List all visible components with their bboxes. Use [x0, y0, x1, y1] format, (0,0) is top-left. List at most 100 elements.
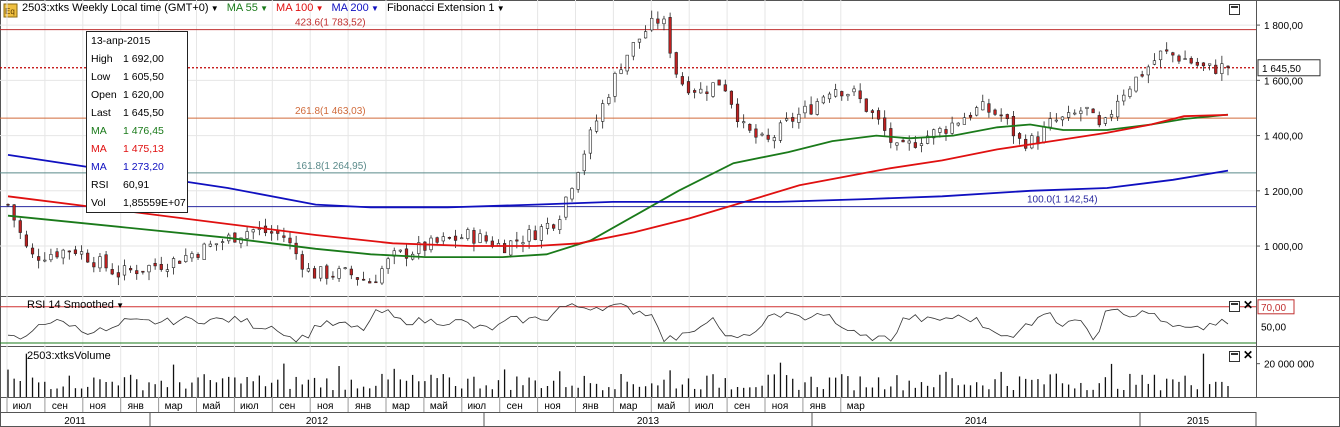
- candle-body: [938, 128, 942, 133]
- tooltip-value: 1,85559E+07: [123, 197, 186, 209]
- chevron-down-icon[interactable]: ▼: [113, 301, 124, 310]
- candle-body: [441, 236, 445, 242]
- candle-body: [502, 243, 507, 254]
- year-label: 2013: [637, 416, 660, 427]
- x-tick-label: сен: [52, 401, 68, 412]
- rsi-pane-minimize-button[interactable]: [1229, 301, 1240, 312]
- x-tick-label: июл: [13, 401, 32, 412]
- candle-body: [1220, 63, 1224, 74]
- candle-body: [1158, 50, 1163, 61]
- volume-pane-close-icon[interactable]: ✕: [1243, 348, 1254, 362]
- candle-body: [919, 143, 924, 146]
- tooltip-label: Last: [91, 107, 111, 119]
- candle-body: [889, 128, 893, 143]
- indicator-fibonacci[interactable]: Fibonacci Extension 1 ▼: [386, 2, 505, 14]
- candle-body: [834, 89, 838, 97]
- price-tooltip: 13-апр-2015 High 1 692,00 Low 1 605,50 Open 1…: [86, 31, 188, 213]
- candle-body: [570, 188, 574, 200]
- indicator-ma200[interactable]: MA 200 ▼: [331, 2, 379, 14]
- candle-body: [1048, 118, 1052, 128]
- candle-body: [435, 237, 439, 243]
- candle-body: [6, 203, 10, 206]
- candle-body: [564, 196, 568, 218]
- candle-body: [233, 232, 237, 243]
- volume-tick-label: 20 000 000: [1264, 360, 1314, 371]
- candle-body: [129, 268, 133, 271]
- candle-body: [484, 235, 488, 242]
- candle-body: [662, 18, 666, 25]
- chevron-down-icon[interactable]: ▼: [208, 4, 219, 13]
- indicator-ma100[interactable]: MA 100 ▼: [276, 2, 324, 14]
- candle-body: [876, 110, 881, 120]
- candle-body: [521, 242, 525, 245]
- candle-body: [631, 42, 635, 57]
- candle-body: [349, 268, 353, 276]
- candle-body: [178, 260, 182, 264]
- x-tick-label: мар: [392, 401, 410, 412]
- candle-body: [147, 265, 151, 273]
- candle-body: [772, 137, 776, 142]
- tooltip-value: 1 476,45: [123, 125, 164, 137]
- candle-body: [797, 113, 801, 123]
- candle-body: [325, 265, 329, 279]
- fibonacci-level-label: 261.8(1 463,03): [295, 106, 366, 117]
- candle-body: [870, 110, 875, 113]
- chevron-down-icon[interactable]: ▼: [313, 4, 324, 13]
- candle-body: [864, 98, 868, 112]
- candle-body: [821, 96, 825, 104]
- candle-body: [1073, 112, 1077, 115]
- x-tick-label: янв: [355, 401, 371, 412]
- chevron-down-icon[interactable]: ▼: [368, 4, 379, 13]
- candle-body: [674, 52, 678, 75]
- candle-body: [135, 270, 139, 275]
- chevron-down-icon[interactable]: ▼: [494, 4, 505, 13]
- candle-body: [104, 254, 108, 269]
- candle-body: [1024, 138, 1028, 149]
- candle-body: [61, 249, 65, 259]
- candle-body: [705, 91, 709, 94]
- fibonacci-level-label: 423.6(1 783,52): [295, 18, 366, 29]
- chevron-down-icon[interactable]: ▼: [257, 4, 269, 13]
- candle-body: [184, 255, 188, 262]
- candle-body: [282, 235, 286, 238]
- candle-body: [404, 248, 409, 259]
- symbol-title[interactable]: 2503:xtks Weekly Local time (GMT+0) ▼: [22, 2, 219, 14]
- candle-body: [913, 142, 917, 148]
- candle-body: [699, 88, 703, 94]
- candle-body: [1109, 114, 1114, 118]
- x-tick-label: ноя: [544, 401, 561, 412]
- year-label: 2011: [64, 416, 86, 427]
- candle-body: [67, 250, 71, 253]
- candle-body: [686, 81, 691, 94]
- candle-body: [1122, 94, 1126, 102]
- candle-body: [791, 117, 795, 122]
- x-tick-label: сен: [507, 401, 523, 412]
- candle-body: [533, 230, 537, 240]
- candle-body: [214, 243, 219, 246]
- candle-body: [815, 101, 819, 115]
- main-pane-minimize-button[interactable]: [1229, 4, 1240, 15]
- tooltip-value: 1 475,13: [123, 143, 164, 155]
- candle-body: [968, 114, 973, 118]
- candle-body: [803, 105, 807, 114]
- candle-body: [840, 91, 844, 97]
- volume-pane-minimize-button[interactable]: [1229, 351, 1240, 362]
- candle-body: [423, 241, 427, 251]
- candle-body: [24, 234, 28, 247]
- rsi-pane-close-icon[interactable]: ✕: [1243, 298, 1254, 312]
- rsi-pane-title[interactable]: RSI 14 Smoothed ▼: [27, 299, 124, 311]
- candle-body: [1189, 58, 1193, 64]
- x-tick-label: май: [657, 401, 675, 412]
- candle-body: [588, 129, 593, 154]
- candle-body: [30, 247, 35, 255]
- year-label: 2014: [965, 416, 988, 427]
- tooltip-value: 1 645,50: [123, 107, 164, 119]
- indicator-ma55[interactable]: MA 55 ▼: [226, 2, 269, 14]
- candle-body: [1208, 63, 1212, 66]
- candle-body: [1134, 76, 1138, 92]
- x-tick-label: май: [430, 401, 448, 412]
- candle-body: [711, 82, 715, 97]
- tooltip-label: Vol: [91, 197, 106, 209]
- candle-body: [141, 270, 145, 273]
